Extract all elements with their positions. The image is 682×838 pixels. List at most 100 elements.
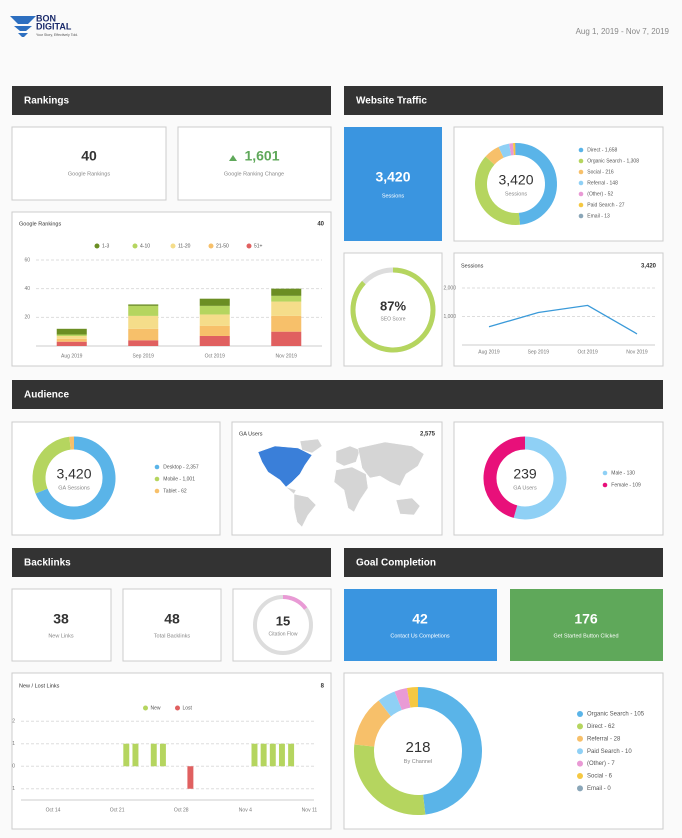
legend-swatch [578,147,584,153]
bar [260,743,267,767]
section-title: Backlinks [24,558,71,569]
date-range: Aug 1, 2019 - Nov 7, 2019 [576,27,670,36]
section-header [12,380,663,409]
legend-swatch [577,748,583,755]
legend-label: Female - 109 [611,482,641,488]
bar [288,743,295,767]
x-tick-label: Nov 2019 [276,353,298,359]
land [333,466,369,513]
section-title: Goal Completion [356,558,436,569]
land [299,438,323,454]
x-tick-label: Nov 11 [302,807,318,813]
donut-slice [354,744,426,815]
legend-label: (Other) - 7 [587,761,615,767]
legend-swatch [578,169,584,175]
logo-text: DIGITAL [36,21,72,31]
legend-swatch [578,180,584,186]
bar [251,743,258,767]
x-tick-label: Oct 2019 [205,353,226,359]
bar-segment [56,328,87,335]
bar-segment [56,341,87,346]
donut-slice [406,687,419,708]
bar [278,743,285,767]
land [293,493,317,528]
bar-segment [128,315,159,329]
donut-slice [498,143,512,158]
land [395,497,421,516]
bar-segment [56,338,87,342]
legend-swatch [208,243,214,249]
kpi-value: 1,601 [244,148,279,164]
bar-segment [199,298,230,306]
world-map [257,438,425,528]
donut-slice [354,700,392,748]
bar-segment [128,304,159,306]
donut-center-label: GA Users [513,485,537,491]
legend-label: 1-3 [102,243,109,249]
legend-label: Email - 13 [587,213,610,219]
legend-swatch [578,158,584,164]
legend-label: (Other) - 52 [587,191,613,197]
legend-swatch [577,760,583,767]
y-tick-label: 2 [12,719,15,725]
legend-label: Mobile - 1,001 [163,476,195,482]
legend-swatch [602,470,608,476]
section-header [344,86,663,115]
x-tick-label: Sep 2019 [528,349,550,355]
legend-swatch [170,243,176,249]
donut-center-value: 218 [405,739,430,756]
legend-swatch [154,464,160,470]
legend-label: 11-20 [178,243,191,249]
legend-label: 51+ [254,243,263,249]
x-tick-label: Nov 4 [239,807,252,813]
section-header [344,548,663,577]
bar-segment [56,334,87,336]
chart-card [11,672,332,830]
donut-slice [32,436,72,494]
section-header [12,548,331,577]
legend-label: Referral - 28 [587,736,621,742]
donut-center-label: GA Sessions [58,485,90,491]
section-title: Audience [24,390,69,401]
bar-segment [271,301,302,316]
bar-segment [199,314,230,326]
legend-swatch [577,723,583,730]
kpi-label: Get Started Button Clicked [553,633,618,639]
legend-swatch [578,191,584,197]
donut-center-value: 3,420 [498,172,533,188]
line-series [488,304,638,335]
bar-segment [56,335,87,339]
bar-segment [271,288,302,296]
donut-slice [417,687,482,815]
land-highlight [257,445,313,488]
bar-segment [128,340,159,346]
bar [150,743,157,767]
kpi-card [11,588,112,662]
donut-center-label: Sessions [505,191,528,197]
gauge-arc [350,267,436,353]
legend-label: Tablet - 62 [163,488,187,494]
legend-label: Paid Search - 27 [587,202,624,208]
x-tick-label: Oct 14 [46,807,61,813]
legend-swatch [577,735,583,742]
x-tick-label: Oct 28 [174,807,189,813]
land [285,486,297,495]
donut-slice [35,436,116,520]
donut-slice [483,436,526,518]
y-tick-label: 2,000 [443,285,456,291]
kpi-label: Google Ranking Change [224,171,284,177]
legend-swatch [132,243,138,249]
bar [123,743,130,767]
x-tick-label: Sep 2019 [133,353,155,359]
kpi-card [11,126,167,201]
donut-slice [394,687,411,711]
legend-label: 4-10 [140,243,150,249]
kpi-label: Sessions [382,193,405,199]
bar-segment [199,325,230,336]
kpi-value: 38 [53,611,69,627]
kpi-value: 42 [412,611,428,627]
land [335,445,361,467]
x-tick-label: Oct 2019 [578,349,599,355]
kpi-value: 40 [81,148,97,164]
